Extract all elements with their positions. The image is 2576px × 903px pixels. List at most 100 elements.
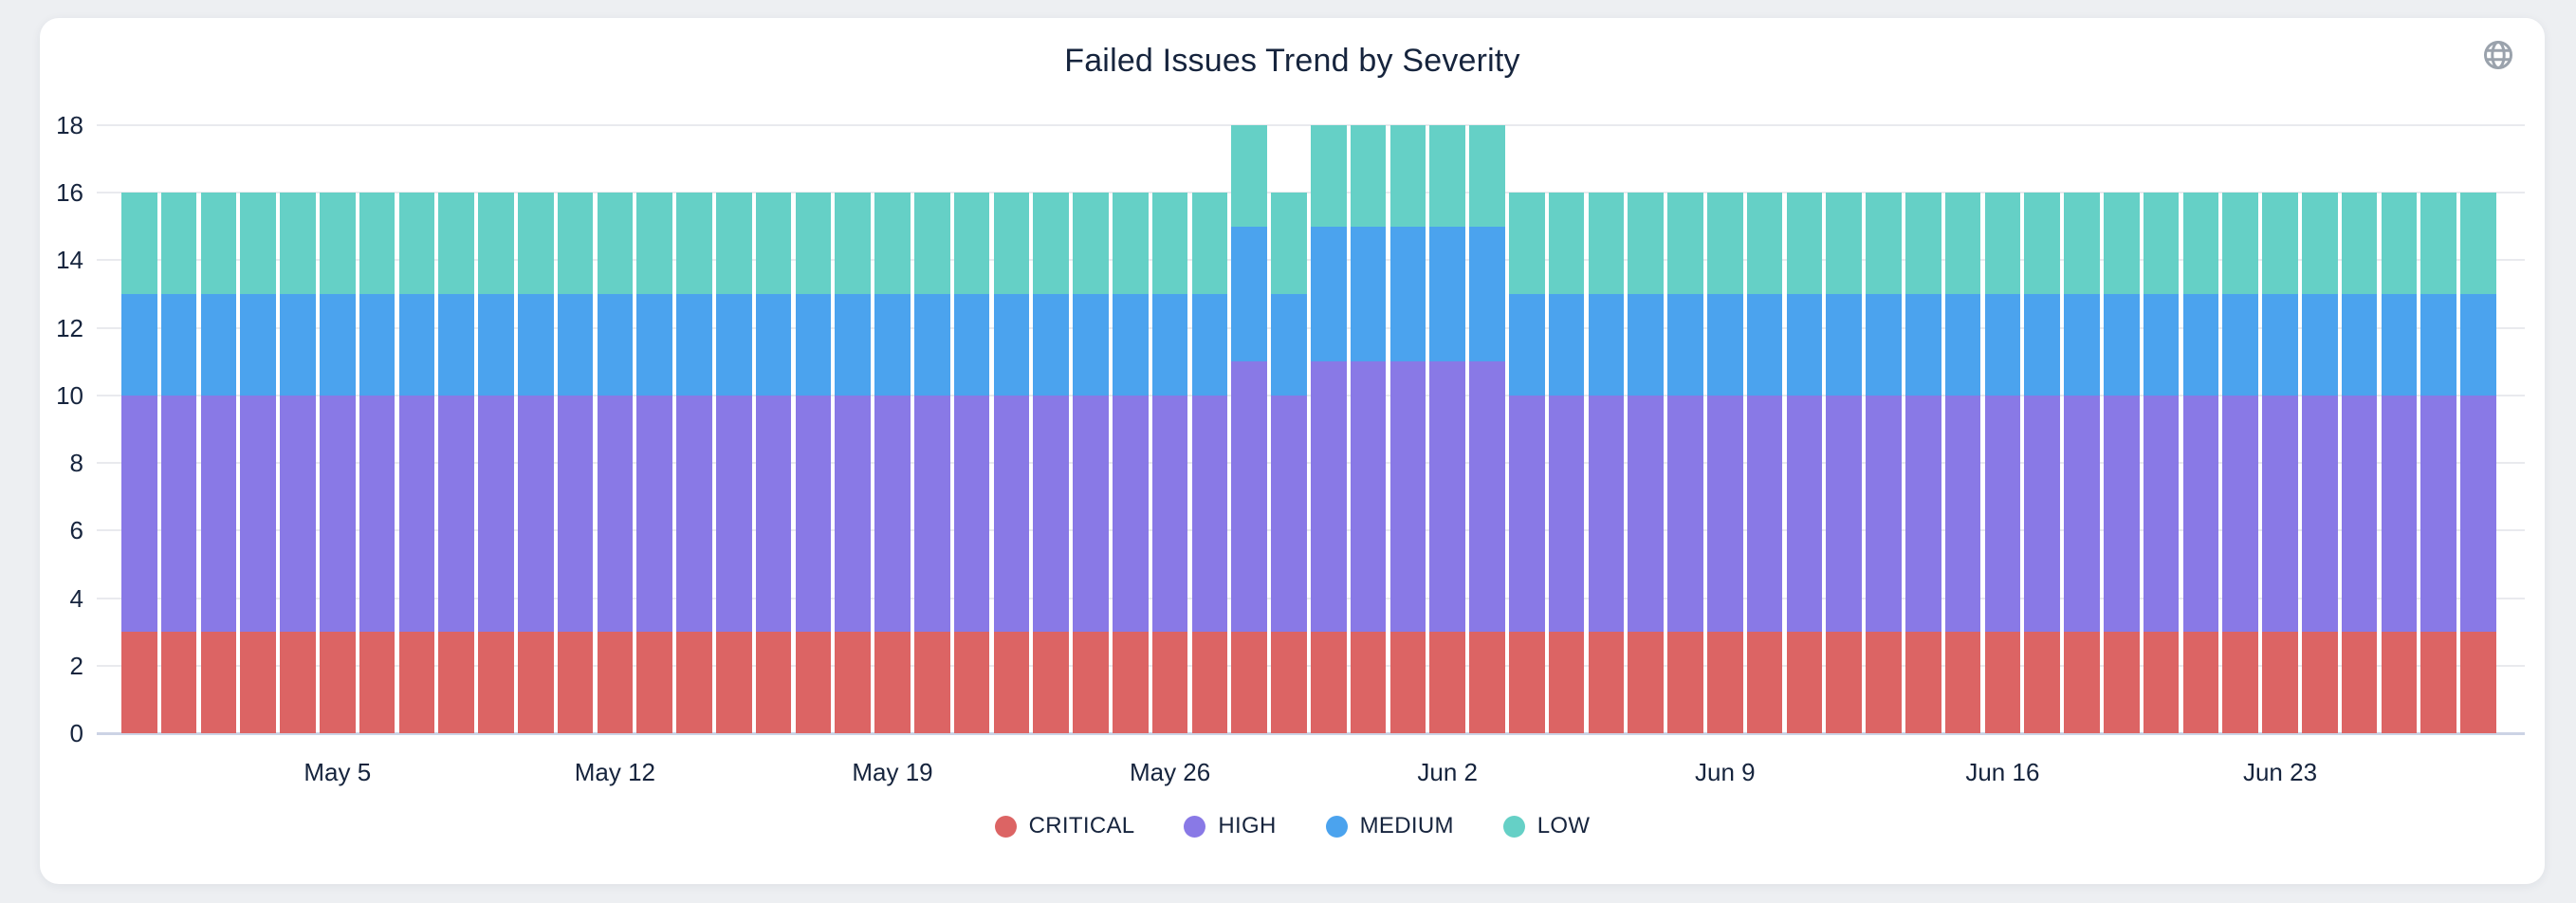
stacked-bar[interactable] bbox=[1429, 125, 1465, 733]
stacked-bar[interactable] bbox=[1469, 125, 1505, 733]
stacked-bar[interactable] bbox=[676, 193, 712, 733]
bar-segment-medium bbox=[200, 294, 237, 396]
stacked-bar[interactable] bbox=[2420, 193, 2456, 733]
stacked-bar[interactable] bbox=[2064, 193, 2100, 733]
stacked-bar[interactable] bbox=[1311, 125, 1347, 733]
stacked-bar[interactable] bbox=[1628, 193, 1664, 733]
bar-segment-critical bbox=[636, 632, 672, 733]
stacked-bar[interactable] bbox=[359, 193, 396, 733]
stacked-bar[interactable] bbox=[2460, 193, 2496, 733]
stacked-bar[interactable] bbox=[1707, 193, 1743, 733]
stacked-bar[interactable] bbox=[1151, 193, 1188, 733]
stacked-bar[interactable] bbox=[1746, 193, 1783, 733]
stacked-bar[interactable] bbox=[2341, 193, 2378, 733]
bar-segment-high bbox=[1033, 395, 1069, 633]
bar-segment-high bbox=[1073, 395, 1109, 633]
stacked-bar[interactable] bbox=[2222, 193, 2258, 733]
bar-segment-low bbox=[1786, 193, 1823, 295]
stacked-bar[interactable] bbox=[1826, 193, 1862, 733]
stacked-bar[interactable] bbox=[874, 193, 911, 733]
bar-segment-critical bbox=[2262, 632, 2298, 733]
stacked-bar[interactable] bbox=[1271, 193, 1307, 733]
bar-segment-high bbox=[2381, 395, 2418, 633]
stacked-bar[interactable] bbox=[1667, 193, 1703, 733]
bar-segment-critical bbox=[676, 632, 712, 733]
stacked-bar[interactable] bbox=[398, 193, 435, 733]
stacked-bar[interactable] bbox=[795, 193, 832, 733]
stacked-bar[interactable] bbox=[1231, 125, 1267, 733]
bar-segment-critical bbox=[2381, 632, 2418, 733]
stacked-bar[interactable] bbox=[160, 193, 197, 733]
stacked-bar[interactable] bbox=[1548, 193, 1585, 733]
legend-item-critical[interactable]: CRITICAL bbox=[994, 813, 1135, 839]
y-axis-label: 18 bbox=[56, 111, 83, 139]
globe-icon[interactable] bbox=[2480, 37, 2516, 73]
stacked-bar[interactable] bbox=[755, 193, 792, 733]
x-axis-label: May 26 bbox=[1129, 758, 1211, 786]
bar-segment-medium bbox=[1429, 226, 1465, 362]
stacked-bar[interactable] bbox=[320, 193, 356, 733]
stacked-bar[interactable] bbox=[2302, 193, 2338, 733]
stacked-bar[interactable] bbox=[280, 193, 316, 733]
stacked-bar[interactable] bbox=[2381, 193, 2418, 733]
stacked-bar[interactable] bbox=[1905, 193, 1941, 733]
stacked-bar[interactable] bbox=[1113, 193, 1149, 733]
stacked-bar[interactable] bbox=[1509, 193, 1545, 733]
stacked-bar[interactable] bbox=[557, 193, 594, 733]
bar-segment-critical bbox=[1231, 632, 1267, 733]
stacked-bar[interactable] bbox=[2104, 193, 2140, 733]
bar-segment-low bbox=[1944, 193, 1981, 295]
stacked-bar[interactable] bbox=[518, 193, 554, 733]
stacked-bar[interactable] bbox=[1033, 193, 1069, 733]
bar-segment-low bbox=[1866, 193, 1902, 295]
stacked-bar[interactable] bbox=[200, 193, 237, 733]
stacked-bar[interactable] bbox=[121, 193, 157, 733]
stacked-bar[interactable] bbox=[2143, 193, 2180, 733]
x-axis-label: Jun 9 bbox=[1694, 758, 1756, 786]
stacked-bar[interactable] bbox=[1944, 193, 1981, 733]
bar-segment-medium bbox=[160, 294, 197, 396]
bar-segment-low bbox=[398, 193, 435, 295]
bar-segment-low bbox=[755, 193, 792, 295]
bar-segment-medium bbox=[2262, 294, 2298, 396]
bar-segment-low bbox=[1707, 193, 1743, 295]
bar-segment-low bbox=[2420, 193, 2456, 295]
stacked-bar[interactable] bbox=[1866, 193, 1902, 733]
bar-segment-critical bbox=[320, 632, 356, 733]
stacked-bar[interactable] bbox=[1191, 193, 1228, 733]
bar-segment-medium bbox=[716, 294, 752, 396]
bar-segment-critical bbox=[1389, 632, 1426, 733]
bar-segment-low bbox=[2064, 193, 2100, 295]
stacked-bar[interactable] bbox=[953, 193, 990, 733]
stacked-bar[interactable] bbox=[2262, 193, 2298, 733]
stacked-bar[interactable] bbox=[2182, 193, 2219, 733]
stacked-bar[interactable] bbox=[716, 193, 752, 733]
stacked-bar[interactable] bbox=[1073, 193, 1109, 733]
stacked-bar[interactable] bbox=[914, 193, 950, 733]
legend-item-low[interactable]: LOW bbox=[1502, 813, 1591, 839]
stacked-bar[interactable] bbox=[835, 193, 871, 733]
bar-segment-critical bbox=[1707, 632, 1743, 733]
bar-segment-critical bbox=[1509, 632, 1545, 733]
bar-segment-critical bbox=[200, 632, 237, 733]
bar-segment-low bbox=[2302, 193, 2338, 295]
stacked-bar[interactable] bbox=[993, 193, 1030, 733]
stacked-bar[interactable] bbox=[240, 193, 276, 733]
bar-segment-high bbox=[1151, 395, 1188, 633]
stacked-bar[interactable] bbox=[636, 193, 672, 733]
stacked-bar[interactable] bbox=[1588, 193, 1625, 733]
stacked-bar[interactable] bbox=[1389, 125, 1426, 733]
bar-segment-medium bbox=[1786, 294, 1823, 396]
stacked-bar[interactable] bbox=[2024, 193, 2060, 733]
stacked-bar[interactable] bbox=[478, 193, 514, 733]
bar-segment-critical bbox=[1548, 632, 1585, 733]
stacked-bar[interactable] bbox=[1786, 193, 1823, 733]
legend-item-medium[interactable]: MEDIUM bbox=[1325, 813, 1454, 839]
stacked-bar[interactable] bbox=[1350, 125, 1387, 733]
stacked-bar[interactable] bbox=[1984, 193, 2021, 733]
stacked-bar[interactable] bbox=[597, 193, 634, 733]
bar-segment-medium bbox=[1707, 294, 1743, 396]
legend-item-high[interactable]: HIGH bbox=[1184, 813, 1276, 839]
stacked-bar[interactable] bbox=[438, 193, 474, 733]
bar-segment-high bbox=[438, 395, 474, 633]
